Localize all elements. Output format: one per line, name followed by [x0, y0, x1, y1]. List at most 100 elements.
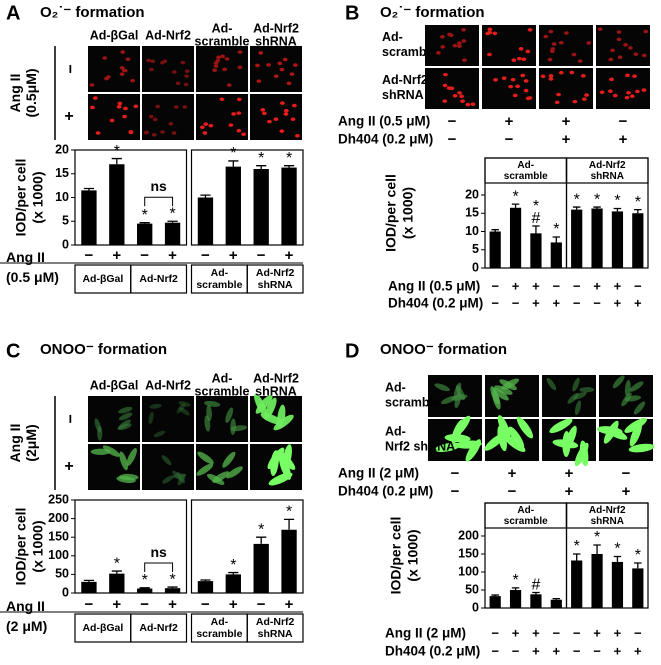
condition-symbol: + [532, 643, 540, 658]
cell-nucleus [273, 117, 279, 121]
image-row-label: Ad-Nrf2 shRNA [385, 425, 455, 454]
error-bar [634, 562, 642, 569]
condition-symbol: − [505, 131, 514, 148]
panel-label: A [6, 2, 20, 24]
y-axis-label: IOD/per cell(x 1000) [382, 174, 415, 252]
cell-nucleus [148, 114, 154, 119]
cell [118, 412, 133, 421]
cell-nucleus [116, 104, 122, 109]
cell-nucleus [501, 76, 507, 80]
cell-nucleus [122, 114, 128, 119]
cell-nucleus [279, 101, 285, 105]
cell [162, 475, 174, 484]
condition-symbol: + [532, 625, 540, 640]
cell-nucleus [457, 91, 462, 95]
y-tick-label: 10 [55, 190, 69, 204]
group-label: Ad-Nrf2 shRNA [589, 505, 626, 527]
cell [148, 411, 154, 425]
condition-symbol: − [619, 113, 628, 130]
cell-nucleus [283, 108, 289, 113]
image-column-label: Ad-Nrf2 shRNA [253, 372, 299, 399]
cell-nucleus [446, 86, 452, 90]
cell [276, 450, 296, 470]
cell-nucleus [168, 122, 174, 126]
y-tick-label: 100 [458, 564, 479, 578]
cell-nucleus [258, 51, 264, 55]
x-tick-label: + [285, 596, 294, 613]
significance-mark: * [574, 191, 580, 208]
significance-mark: * [114, 143, 120, 160]
cell-nucleus [569, 70, 575, 75]
cell [455, 440, 482, 449]
image-row-label: Ad-scramble [385, 381, 440, 410]
micrograph [482, 68, 536, 109]
cell [434, 442, 461, 452]
bar [109, 164, 125, 245]
cell-nucleus [633, 52, 639, 57]
cell [196, 463, 214, 476]
bar [81, 190, 97, 245]
cell [119, 451, 128, 471]
cell [102, 445, 120, 457]
cell-nucleus [624, 95, 630, 100]
cell-nucleus [260, 108, 266, 112]
condition-symbol: + [532, 295, 540, 310]
condition-symbol: − [573, 625, 581, 640]
bracket-label: ns [150, 178, 167, 194]
cell-nucleus [208, 123, 214, 128]
micrograph [425, 25, 479, 66]
bar [137, 588, 153, 593]
cell-nucleus [520, 73, 526, 78]
bar [281, 167, 297, 245]
cell-nucleus [289, 72, 295, 76]
cell [161, 455, 172, 466]
cell [596, 426, 623, 435]
error-bar [593, 544, 601, 554]
x-tick-label: − [85, 596, 94, 613]
x-tick-label: − [257, 596, 266, 613]
error-bar [491, 594, 499, 597]
error-bar [283, 165, 295, 168]
x-tick-label: − [257, 247, 266, 264]
cell-nucleus [120, 50, 126, 54]
cell-nucleus [255, 63, 260, 68]
condition-symbol: + [553, 643, 561, 658]
condition-symbol: + [505, 113, 514, 130]
cell-nucleus [439, 34, 445, 39]
cell [494, 385, 513, 395]
cell-nucleus [130, 78, 135, 83]
cell [204, 400, 221, 407]
error-bar [613, 555, 622, 562]
cell-nucleus [487, 27, 493, 32]
condition-label: Ang II (0.5 μM) [388, 279, 480, 294]
bar [164, 588, 181, 593]
cell-nucleus [459, 94, 464, 99]
condition-symbol: − [491, 643, 499, 658]
error-bar [634, 208, 642, 214]
significance-mark: * [230, 145, 236, 162]
y-tick-label: 5 [62, 214, 69, 228]
cell-nucleus [123, 106, 128, 111]
cell-nucleus [580, 74, 586, 78]
cell-nucleus [515, 84, 520, 89]
cell-nucleus [629, 94, 635, 99]
condition-label: Dh404 (0.2 μM) [385, 644, 480, 659]
significance-mark: * [594, 529, 600, 546]
bar [225, 166, 241, 245]
y-tick-label: 250 [48, 492, 69, 506]
condition-symbol: − [622, 465, 631, 482]
condition-symbol: + [562, 113, 571, 130]
micrograph [596, 68, 650, 109]
cell-nucleus [634, 89, 640, 94]
cell-nucleus [492, 31, 498, 36]
cell-nucleus [184, 74, 190, 78]
cell [222, 451, 236, 468]
cell-nucleus [608, 57, 614, 62]
cell-nucleus [551, 42, 557, 46]
condition-symbol: − [451, 465, 460, 482]
bar [530, 594, 542, 608]
group-label: Ad-βGal [82, 273, 123, 285]
cell-nucleus [508, 84, 514, 89]
plot-frame [190, 499, 304, 594]
bar [281, 529, 297, 593]
